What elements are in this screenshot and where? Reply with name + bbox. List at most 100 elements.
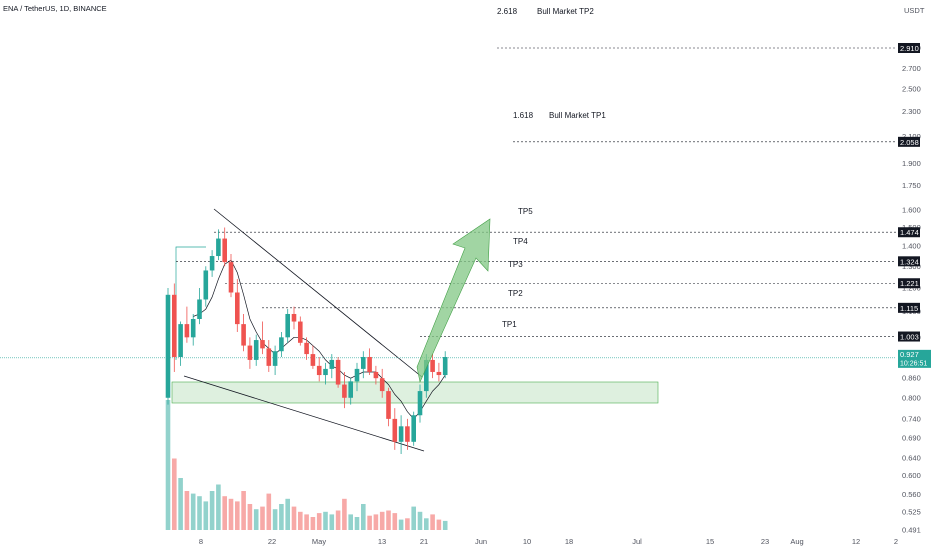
candle-body xyxy=(417,391,423,416)
candle-body xyxy=(172,294,177,357)
candle[interactable] xyxy=(190,313,196,346)
candle-body xyxy=(203,270,209,300)
wedge-upper-line[interactable] xyxy=(213,208,423,378)
volume-bar xyxy=(247,504,253,530)
candle-body xyxy=(260,340,265,349)
volume-bar xyxy=(190,493,196,530)
fib-ratio-1618: 1.618 xyxy=(513,111,534,120)
fib-ratio-2618: 2.618 xyxy=(497,7,518,16)
x-tick-label: 15 xyxy=(706,537,714,546)
candle[interactable] xyxy=(348,378,353,405)
last-price-countdown: 10:26:51 xyxy=(900,360,927,367)
volume-bar xyxy=(430,514,435,530)
y-tick-label: 0.525 xyxy=(902,507,921,516)
volume-bar xyxy=(260,506,265,530)
candle[interactable] xyxy=(430,354,435,379)
candle[interactable] xyxy=(285,309,290,343)
candle[interactable] xyxy=(222,227,227,267)
candle[interactable] xyxy=(260,321,265,355)
candle[interactable] xyxy=(373,365,379,385)
price-axis[interactable]: USDT 2.910 2.700 2.500 2.300 2.100 1.900 1.750… xyxy=(898,6,931,535)
candle[interactable] xyxy=(253,334,259,366)
volume-bar xyxy=(348,514,353,530)
candle[interactable] xyxy=(342,371,347,409)
candle[interactable] xyxy=(405,418,410,450)
volume-bar xyxy=(373,514,379,530)
fib-level-2618: 2.618 Bull Market TP2 xyxy=(497,7,594,16)
volume-bar xyxy=(342,498,347,530)
candle-body xyxy=(386,391,391,419)
candle[interactable] xyxy=(436,362,442,382)
candle[interactable] xyxy=(335,356,341,388)
volume-bar xyxy=(417,511,423,530)
candle[interactable] xyxy=(442,351,448,379)
candle-body xyxy=(392,418,398,442)
candle[interactable] xyxy=(203,266,209,307)
candle[interactable] xyxy=(235,279,240,332)
time-axis[interactable]: 8 22 May 13 21 Jun 10 18 Jul 15 23 Aug 12 2 xyxy=(199,537,898,546)
y-tick-label: 0.491 xyxy=(902,526,921,535)
candle-body xyxy=(430,359,435,372)
candle-body xyxy=(247,345,253,360)
candle-body xyxy=(285,313,290,338)
candle[interactable] xyxy=(411,411,416,446)
volume-bar xyxy=(411,506,416,530)
candle[interactable] xyxy=(178,321,183,366)
candle-body xyxy=(342,384,347,398)
candle[interactable] xyxy=(197,287,202,325)
candle[interactable] xyxy=(392,408,398,450)
candle[interactable] xyxy=(298,316,303,346)
candle[interactable] xyxy=(172,283,177,372)
volume-bar xyxy=(178,478,183,530)
candle[interactable] xyxy=(304,337,309,360)
candle[interactable] xyxy=(184,306,190,343)
volume-bar xyxy=(442,520,448,530)
candle-body xyxy=(291,313,297,322)
candle[interactable] xyxy=(209,250,215,277)
candle[interactable] xyxy=(165,287,171,405)
y-tick-label: 2.300 xyxy=(902,107,921,116)
candle[interactable] xyxy=(361,351,366,379)
candle[interactable] xyxy=(329,354,335,379)
x-tick-label: 21 xyxy=(420,537,428,546)
volume-bar xyxy=(266,493,272,530)
volume-bar xyxy=(209,491,215,530)
candle[interactable] xyxy=(216,229,221,261)
fib-text-1618: Bull Market TP1 xyxy=(549,111,606,120)
candle[interactable] xyxy=(241,313,246,352)
candle[interactable] xyxy=(323,362,328,385)
candle[interactable] xyxy=(367,348,372,376)
svg-text:1.003: 1.003 xyxy=(900,333,919,342)
candle[interactable] xyxy=(247,337,253,369)
candle[interactable] xyxy=(272,345,278,376)
candle-body xyxy=(379,378,385,392)
candle[interactable] xyxy=(354,362,360,392)
candle[interactable] xyxy=(228,254,234,298)
candle[interactable] xyxy=(291,306,297,330)
y-tick-label: 2.700 xyxy=(902,64,921,73)
symbol-title: ENA / TetherUS, 1D, BINANCE xyxy=(3,4,107,13)
candle-body xyxy=(405,426,410,442)
candle[interactable] xyxy=(417,384,423,423)
price-tag: 1.115 xyxy=(898,302,920,313)
candle[interactable] xyxy=(398,415,404,455)
volume-bar xyxy=(197,496,202,530)
volume-bar xyxy=(310,517,316,530)
candle-body xyxy=(190,319,196,338)
candle-body xyxy=(411,415,416,442)
candle[interactable] xyxy=(266,340,272,372)
candle[interactable] xyxy=(279,331,284,357)
volume-bar xyxy=(398,519,404,530)
volume-bar xyxy=(379,511,385,530)
tp1-label: TP1 xyxy=(502,320,517,329)
volume-bar xyxy=(253,509,259,530)
candle[interactable] xyxy=(386,387,391,427)
volume-bar xyxy=(361,504,366,530)
wedge-lower-line[interactable] xyxy=(183,375,425,452)
demand-zone[interactable] xyxy=(171,381,659,404)
candle[interactable] xyxy=(316,356,322,382)
candle[interactable] xyxy=(310,345,316,369)
projection-arrow[interactable] xyxy=(416,218,491,383)
candle[interactable] xyxy=(379,368,385,398)
